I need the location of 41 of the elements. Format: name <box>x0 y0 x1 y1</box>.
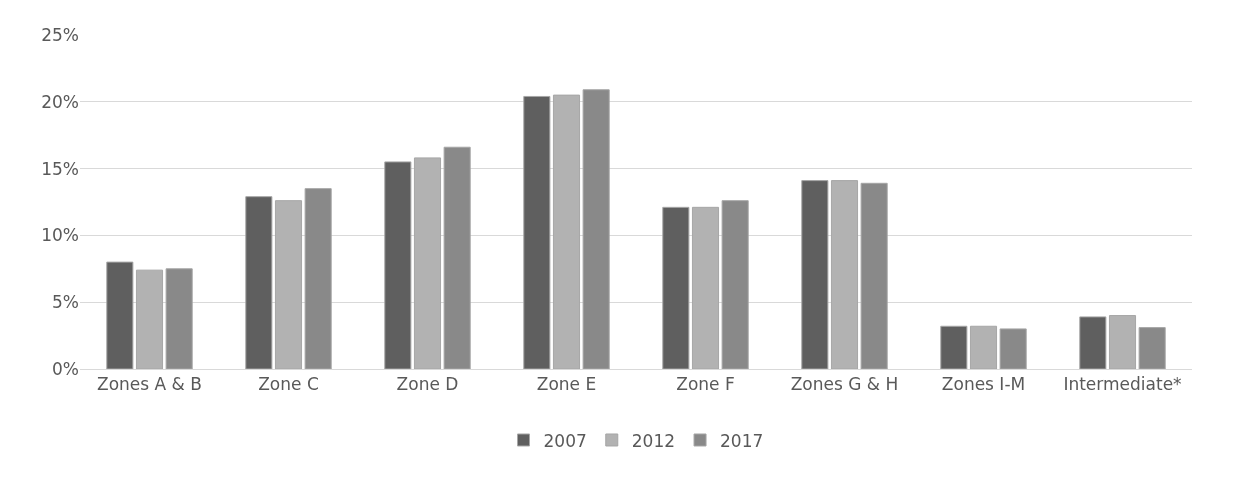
x-tick-label: Zone D <box>396 374 459 395</box>
x-tick-label: Zone C <box>258 374 319 395</box>
bar <box>523 95 551 369</box>
y-tick-label: 10% <box>41 225 79 246</box>
bar <box>830 180 859 369</box>
y-tick-label: 5% <box>52 292 79 313</box>
bar <box>801 180 829 369</box>
bar <box>662 206 690 369</box>
bar <box>969 325 998 369</box>
x-tick-label: Intermediate* <box>1063 374 1182 395</box>
bar <box>1138 327 1166 369</box>
bar <box>274 200 303 369</box>
x-tick-label: Zones A & B <box>97 374 202 395</box>
bar <box>413 157 442 369</box>
bar <box>135 269 164 369</box>
bar <box>721 200 749 369</box>
y-tick-label: 0% <box>52 358 79 379</box>
bar <box>999 328 1027 369</box>
legend-label: 2017 <box>720 430 764 451</box>
bar <box>1079 316 1107 369</box>
x-tick-label: Zones G & H <box>790 374 899 395</box>
x-tick-label: Zones I-M <box>941 374 1026 395</box>
bar <box>582 89 610 369</box>
legend-label: 2007 <box>543 430 587 451</box>
y-tick-label: 25% <box>41 24 79 45</box>
bar <box>443 146 471 369</box>
bar <box>304 188 332 369</box>
bar <box>552 94 581 369</box>
bar <box>940 325 968 369</box>
bar <box>384 161 412 369</box>
legend-label: 2012 <box>631 430 676 451</box>
x-tick-label: Zone F <box>676 374 735 395</box>
y-tick-label: 20% <box>41 91 79 112</box>
bar <box>691 206 720 369</box>
x-tick-label: Zone E <box>536 374 597 395</box>
bar <box>106 261 134 369</box>
bar <box>165 268 193 369</box>
y-tick-label: 15% <box>41 158 79 179</box>
bar <box>860 182 888 369</box>
bar <box>245 196 273 369</box>
bar <box>1108 315 1137 369</box>
